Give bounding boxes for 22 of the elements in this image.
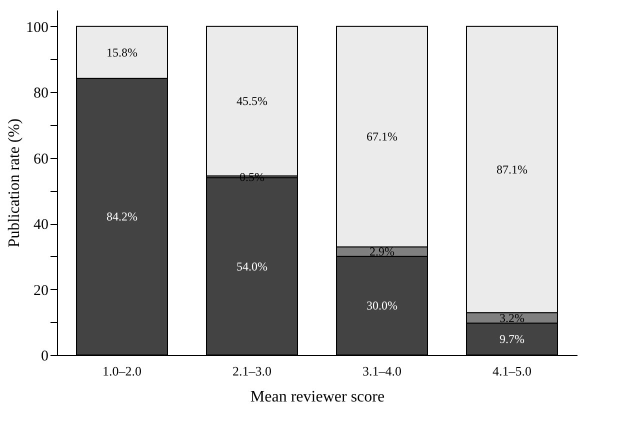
x-tick-label: 3.1–4.0 (362, 364, 402, 378)
y-tick-label: 40 (34, 217, 48, 234)
data-label: 30.0% (366, 298, 398, 313)
y-tick-label: 60 (34, 151, 48, 168)
data-label: 87.1% (496, 162, 528, 177)
x-axis-title: Mean reviewer score (250, 388, 385, 406)
data-label: 84.2% (106, 210, 138, 224)
data-label: 54.0% (236, 259, 268, 274)
y-axis-title: Publication rate (%) (6, 118, 23, 248)
y-tick-label: 100 (26, 20, 48, 36)
data-label: 15.8% (106, 45, 138, 60)
x-tick-label: 4.1–5.0 (492, 364, 532, 378)
x-tick-label: 2.1–3.0 (232, 364, 272, 378)
y-tick-label: 20 (34, 282, 48, 299)
data-label: 3.2% (500, 310, 524, 325)
y-tick-label: 80 (34, 86, 48, 102)
y-tick-label: 0 (41, 348, 48, 364)
x-tick-label: 1.0–2.0 (102, 364, 142, 378)
data-label: 9.7% (500, 332, 524, 346)
data-label: 2.9% (370, 244, 394, 259)
data-label: 67.1% (366, 130, 398, 144)
data-label: 45.5% (236, 94, 268, 108)
